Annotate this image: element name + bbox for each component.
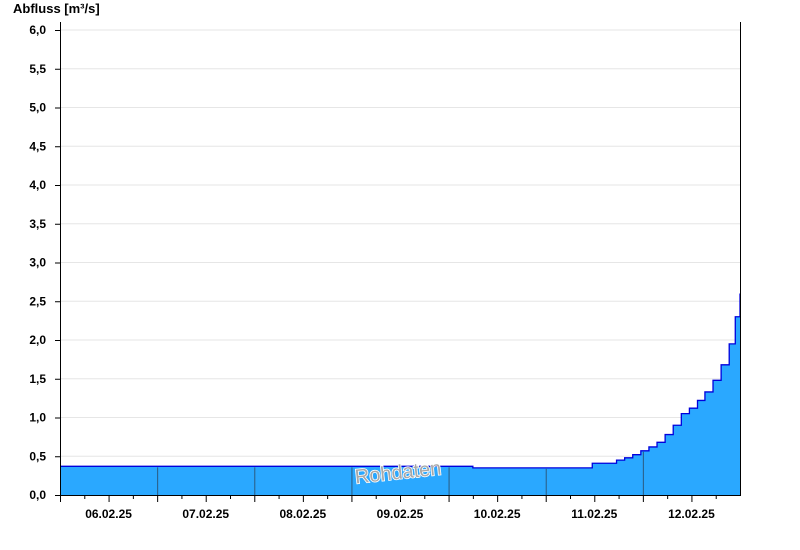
y-tick-label: 3,0 <box>29 256 46 270</box>
y-tick-label: 1,0 <box>29 411 46 425</box>
y-tick-label: 5,0 <box>29 101 46 115</box>
y-tick-label: 1,5 <box>29 372 46 386</box>
y-tick-label: 3,5 <box>29 217 46 231</box>
y-tick-label: 2,5 <box>29 294 46 308</box>
x-tick-label: 08.02.25 <box>279 507 326 521</box>
y-tick-label: 0,5 <box>29 449 46 463</box>
x-tick-label: 10.02.25 <box>474 507 521 521</box>
x-tick-label: 11.02.25 <box>571 507 617 521</box>
data-line <box>60 293 741 469</box>
y-axis-label: Abfluss [m³/s] <box>13 1 100 16</box>
y-tick-label: 4,0 <box>29 178 46 192</box>
y-tick-label: 6,0 <box>29 23 46 37</box>
data-area <box>60 293 740 495</box>
x-tick-label: 12.02.25 <box>668 507 715 521</box>
y-tick-label: 2,0 <box>29 333 46 347</box>
x-tick-label: 07.02.25 <box>182 507 229 521</box>
y-tick-label: 0,0 <box>29 488 46 502</box>
x-tick-label: 09.02.25 <box>377 507 424 521</box>
x-tick-label: 06.02.25 <box>85 507 132 521</box>
y-tick-label: 4,5 <box>29 139 46 153</box>
y-tick-label: 5,5 <box>29 62 46 76</box>
